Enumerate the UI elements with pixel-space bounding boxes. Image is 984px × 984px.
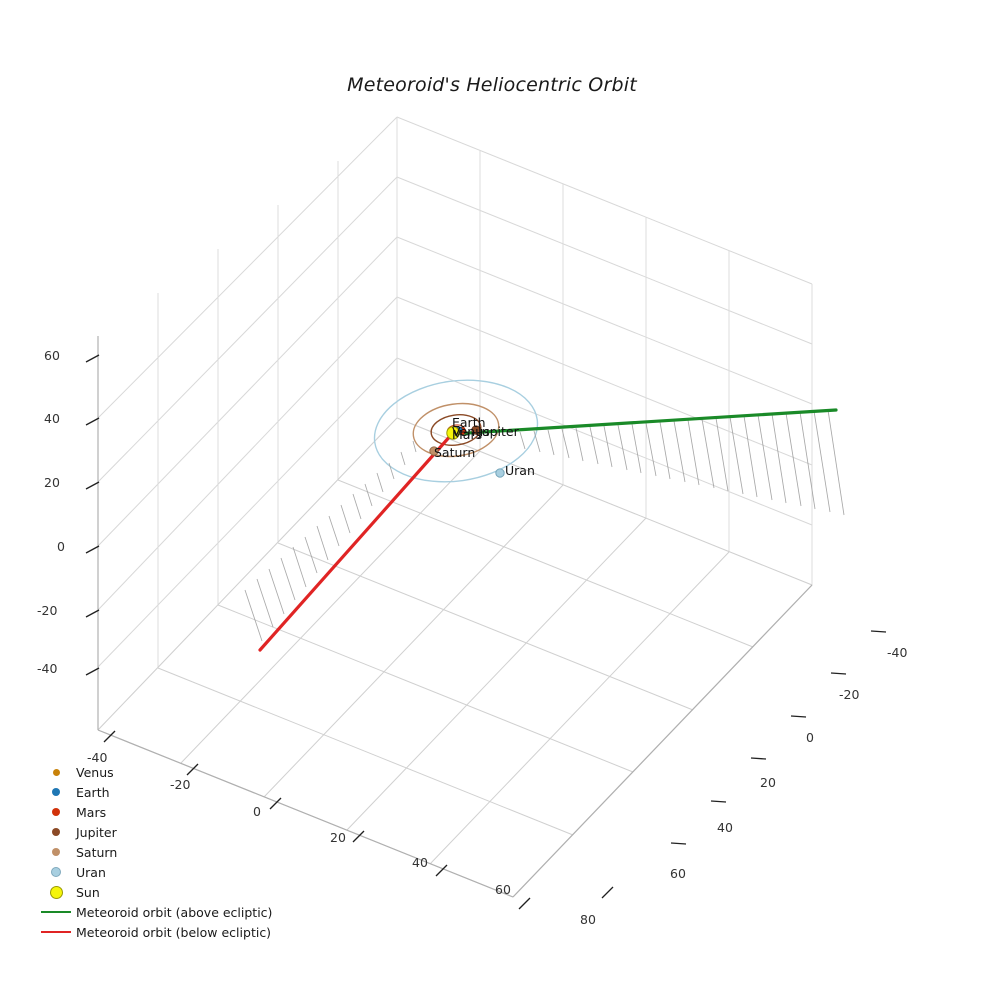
legend-item-sun[interactable]: Sun [36, 882, 284, 902]
orbit-jupiter [430, 414, 482, 446]
z-axis-ticks [85, 354, 100, 676]
x-tick-label: 20 [330, 830, 346, 845]
legend-label: Saturn [76, 844, 118, 860]
legend-label: Meteoroid orbit (above ecliptic) [76, 904, 273, 920]
x-tick-label: 60 [495, 882, 511, 897]
meteoroid-orbit-below-ecliptic [258, 432, 454, 652]
body-markers [429, 425, 505, 478]
meteoroid-orbit-above-ecliptic [450, 408, 838, 436]
y-tick-label: 60 [670, 866, 686, 881]
marker-sun [446, 426, 460, 440]
stems-above-ecliptic [519, 409, 845, 516]
y-tick-label: 0 [806, 730, 814, 745]
marker-saturn [429, 446, 439, 456]
jupiter-dot-icon [36, 828, 76, 836]
x-tick-label: 0 [253, 804, 261, 819]
legend-label: Jupiter [76, 824, 117, 840]
marker-jupiter [471, 425, 481, 435]
legend-item-meteoroid-above[interactable]: Meteoroid orbit (above ecliptic) [36, 902, 284, 922]
legend-label: Sun [76, 884, 100, 900]
x-tick-label: -20 [170, 777, 191, 792]
venus-dot-icon [36, 768, 76, 776]
pane-bottom [97, 417, 813, 898]
uran-dot-icon [36, 867, 76, 877]
label-jupiter: Jupiter [478, 424, 519, 439]
x-tick-label: -40 [87, 750, 108, 765]
z-tick-label: 60 [44, 348, 60, 363]
legend-item-jupiter[interactable]: Jupiter [36, 822, 284, 842]
legend-item-saturn[interactable]: Saturn [36, 842, 284, 862]
y-tick-label: -20 [839, 687, 860, 702]
z-tick-label: 20 [44, 475, 60, 490]
y-tick-label: 20 [760, 775, 776, 790]
y-axis-ticks [670, 630, 887, 845]
green-line-icon [36, 910, 76, 914]
earth-dot-icon [36, 788, 76, 796]
legend-item-venus[interactable]: Venus [36, 762, 284, 782]
label-mars: Mars [452, 427, 483, 442]
legend-item-uran[interactable]: Uran [36, 862, 284, 882]
sun-dot-icon [36, 885, 76, 899]
z-tick-label: -20 [37, 603, 58, 618]
axis-spines [97, 336, 813, 898]
orbit-saturn [412, 402, 500, 458]
x-axis-ticks [103, 730, 614, 910]
page-title: Meteoroid's Heliocentric Orbit [347, 74, 637, 96]
red-line-icon [36, 930, 76, 934]
label-uran: Uran [505, 463, 535, 478]
z-tick-label: 0 [57, 539, 65, 554]
y-tick-label: -40 [887, 645, 908, 660]
legend-item-meteoroid-below[interactable]: Meteoroid orbit (below ecliptic) [36, 922, 284, 942]
z-tick-label: 40 [44, 411, 60, 426]
label-saturn: Saturn [434, 445, 476, 460]
legend-label: Uran [76, 864, 106, 880]
saturn-dot-icon [36, 848, 76, 856]
legend-item-earth[interactable]: Earth [36, 782, 284, 802]
y-tick-label: 40 [717, 820, 733, 835]
legend-label: Mars [76, 804, 107, 820]
legend-label: Venus [76, 764, 114, 780]
marker-uranus [495, 468, 505, 478]
mars-dot-icon [36, 808, 76, 816]
z-tick-label: -40 [37, 661, 58, 676]
stems-below-ecliptic [244, 440, 417, 642]
x-tick-label: 40 [412, 855, 428, 870]
legend-label: Meteoroid orbit (below ecliptic) [76, 924, 272, 940]
label-earth: Earth [452, 415, 486, 430]
label-venus: Venus [452, 424, 490, 439]
legend-item-mars[interactable]: Mars [36, 802, 284, 822]
legend: Venus Earth Mars Jupiter Saturn [36, 762, 284, 942]
orbit-uranus [373, 379, 539, 483]
x-tick-label: 80 [580, 912, 596, 927]
legend-label: Earth [76, 784, 110, 800]
